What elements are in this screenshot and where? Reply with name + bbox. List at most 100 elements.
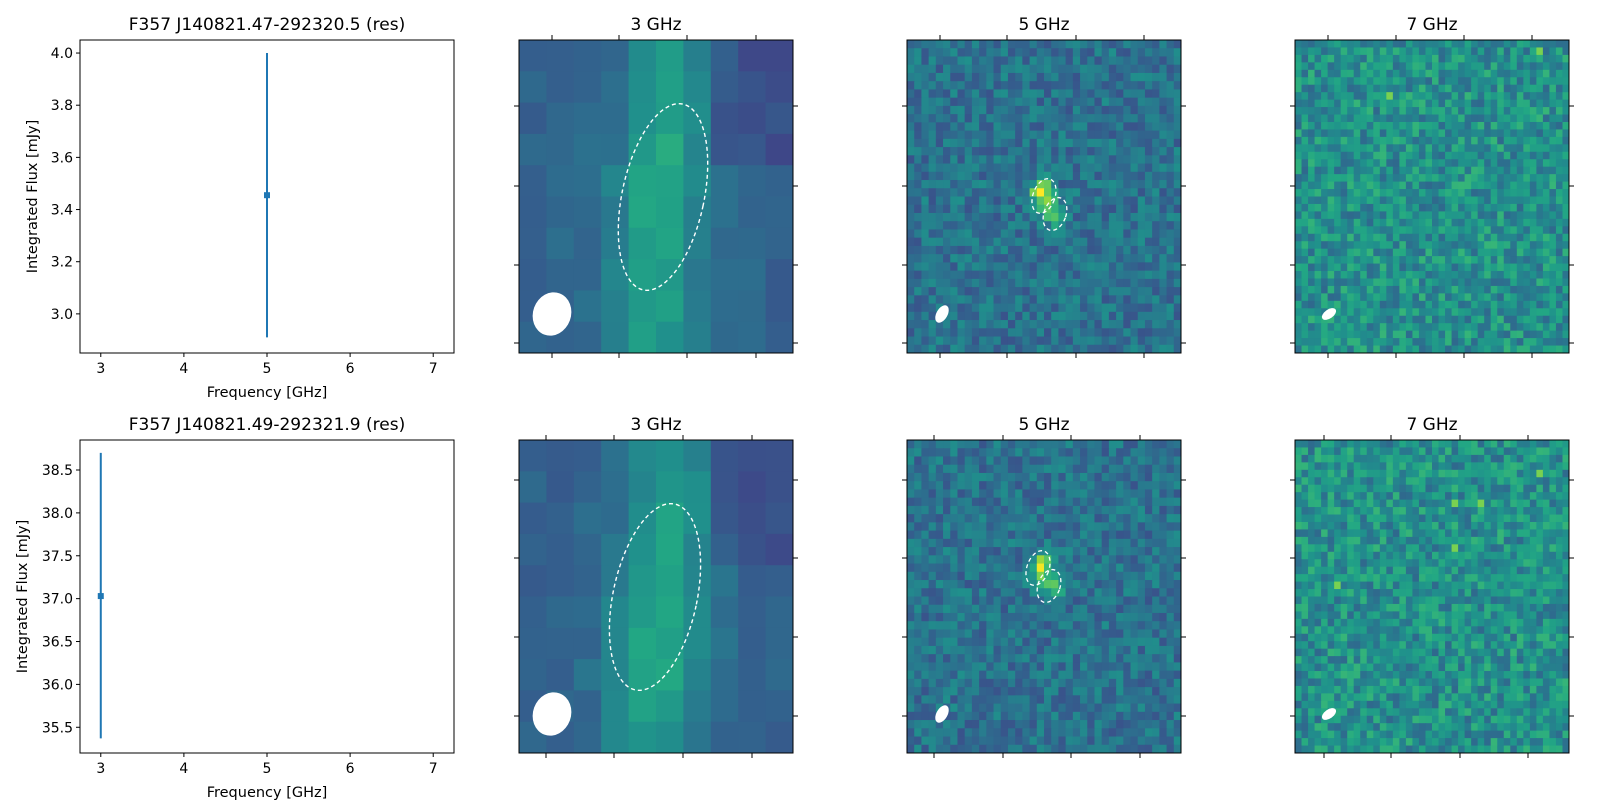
image-pixel [1490, 166, 1498, 175]
image-pixel [1353, 144, 1361, 153]
image-pixel [979, 728, 987, 738]
image-pixel [1536, 293, 1544, 302]
image-pixel [1029, 221, 1038, 231]
image-pixel [914, 571, 923, 581]
image-pixel [1080, 678, 1088, 688]
image-pixel [1334, 92, 1342, 101]
image-pixel [1036, 221, 1045, 231]
image-pixel [921, 48, 930, 58]
image-pixel [1007, 720, 1016, 729]
image-pixel [710, 721, 739, 753]
image-pixel [1173, 456, 1181, 466]
image-pixel [1360, 323, 1368, 332]
image-pixel [1108, 596, 1117, 606]
image-pixel [1065, 278, 1074, 288]
image-pixel [1065, 497, 1074, 507]
image-pixel [519, 627, 547, 660]
image-pixel [1418, 293, 1427, 302]
image-pixel [950, 505, 959, 515]
image-pixel [1166, 245, 1175, 255]
image-pixel [1321, 211, 1329, 220]
image-pixel [1555, 189, 1564, 198]
image-pixel [1065, 97, 1074, 107]
image-pixel [1152, 563, 1160, 573]
image-pixel [1137, 122, 1146, 132]
image-pixel [1152, 48, 1160, 58]
image-pixel [950, 311, 959, 321]
image-pixel [1366, 114, 1374, 123]
image-pixel [1108, 237, 1117, 247]
image-pixel [1080, 254, 1088, 263]
image-pixel [1458, 196, 1466, 205]
image-pixel [957, 130, 966, 140]
image-pixel [1007, 344, 1016, 353]
image-pixel [1549, 189, 1557, 198]
image-pixel [950, 497, 959, 507]
image-pixel [1166, 637, 1175, 647]
image-pixel [1340, 47, 1348, 56]
image-pixel [1137, 72, 1146, 82]
image-pixel [971, 336, 980, 346]
image-pixel [1386, 40, 1394, 49]
image-pixel [1007, 171, 1016, 181]
image-pixel [1490, 338, 1498, 347]
image-pixel [1000, 188, 1009, 198]
image-pixel [1477, 278, 1485, 287]
image-pixel [1314, 54, 1322, 63]
image-pixel [1497, 233, 1505, 242]
image-pixel [1334, 248, 1342, 257]
image-pixel [1523, 256, 1531, 265]
image-pixel [1347, 248, 1355, 257]
image-pixel [1425, 166, 1433, 175]
image-pixel [1327, 211, 1335, 220]
image-pixel [1123, 303, 1132, 313]
image-pixel [1523, 345, 1531, 353]
image-pixel [1386, 285, 1394, 294]
image-pixel [1399, 338, 1407, 347]
image-pixel [1080, 138, 1088, 148]
image-pixel [957, 114, 966, 123]
image-pixel [1399, 151, 1407, 160]
image-pixel [1144, 245, 1153, 255]
image-pixel [1360, 121, 1368, 131]
image-pixel [1497, 196, 1505, 205]
image-pixel [1386, 92, 1394, 101]
image-pixel [1130, 489, 1139, 499]
image-pixel [979, 188, 987, 198]
image-pixel [1386, 166, 1394, 175]
image-pixel [1451, 211, 1459, 220]
image-pixel [1471, 114, 1479, 123]
image-pixel [943, 254, 951, 263]
image-pixel [1405, 248, 1414, 257]
image-pixel [1523, 136, 1531, 145]
image-pixel [1529, 248, 1537, 257]
image-pixel [1152, 245, 1160, 255]
image-pixel [1108, 114, 1117, 123]
image-pixel [935, 254, 944, 263]
image-pixel [1438, 248, 1446, 257]
image-pixel [1166, 596, 1175, 606]
image-pixel [1295, 84, 1303, 93]
image-pixel [1516, 69, 1524, 78]
image-pixel [1137, 588, 1146, 598]
image-pixel [1542, 99, 1551, 108]
image-pixel [1159, 580, 1168, 589]
image-pixel [1007, 711, 1016, 721]
image-pixel [971, 180, 980, 189]
image-pixel [1399, 278, 1407, 287]
image-pixel [971, 489, 980, 499]
image-pixel [1087, 56, 1096, 66]
image-pixel [1314, 271, 1322, 280]
image-pixel [979, 147, 987, 156]
image-pixel [1123, 287, 1132, 296]
image-pixel [1516, 181, 1524, 190]
image-pixel [986, 588, 995, 598]
image-pixel [1072, 328, 1081, 338]
image-pixel [1065, 687, 1074, 696]
image-pixel [1137, 637, 1146, 647]
image-pixel [1510, 323, 1518, 332]
image-pixel [950, 122, 959, 132]
image-pixel [1116, 711, 1124, 721]
image-pixel [935, 64, 944, 74]
image-pixel [1379, 338, 1387, 347]
